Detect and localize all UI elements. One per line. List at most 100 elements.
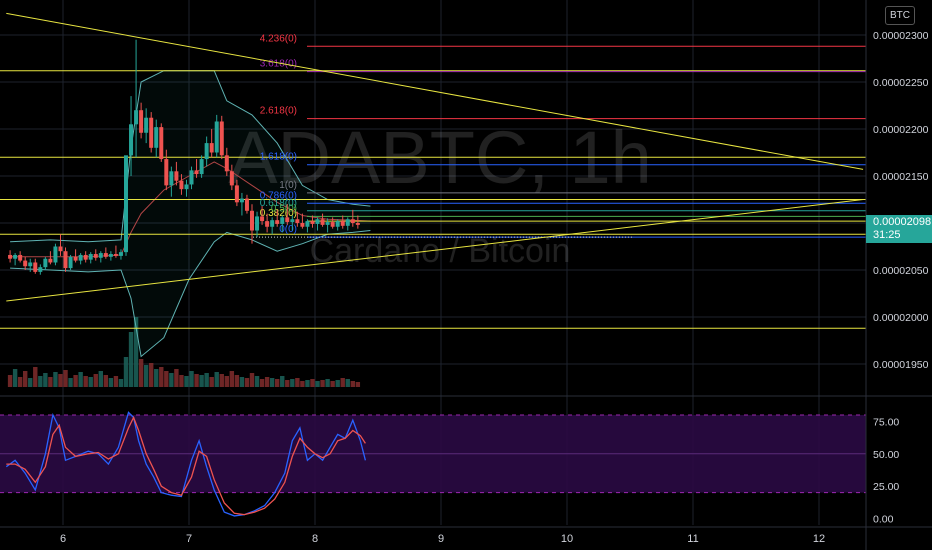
volume-bar xyxy=(58,374,63,387)
volume-bar xyxy=(350,381,355,387)
price-tick-label-2: 0.00002200 xyxy=(873,124,929,136)
candle-body xyxy=(28,262,33,267)
volume-bar xyxy=(214,372,219,387)
volume-bar xyxy=(174,369,179,387)
currency-badge[interactable]: BTC xyxy=(885,6,915,25)
candle-body xyxy=(229,171,234,186)
candle-body xyxy=(290,219,295,223)
time-tick-label-10: 10 xyxy=(561,533,573,545)
volume-bar xyxy=(335,380,340,387)
candle-body xyxy=(174,171,179,181)
volume-bar xyxy=(78,372,83,387)
volume-bar xyxy=(83,376,88,387)
volume-bar xyxy=(244,378,250,387)
fib-level-label-1: 3.618(0) xyxy=(260,59,297,70)
candle-body xyxy=(78,254,83,261)
volume-bar xyxy=(330,381,335,387)
candle-body xyxy=(275,220,280,224)
candle-body xyxy=(103,253,108,257)
fib-level-label-9: 0(0) xyxy=(279,224,297,235)
volume-bar xyxy=(138,359,144,387)
volume-bar xyxy=(209,377,214,387)
candle-body xyxy=(184,184,189,190)
time-tick-label-7: 7 xyxy=(186,533,192,545)
fib-level-label-3: 1.618(0) xyxy=(260,152,297,163)
candle-body xyxy=(38,267,43,272)
price-tick-label-6: 0.00002000 xyxy=(873,312,929,324)
candle-body xyxy=(18,254,23,261)
volume-bar xyxy=(7,375,13,387)
candle-body xyxy=(149,117,154,148)
volume-bar xyxy=(38,376,43,387)
candle-body xyxy=(139,110,144,133)
volume-bar xyxy=(53,372,58,387)
candle-body xyxy=(118,252,123,256)
candle-body xyxy=(219,121,224,156)
trend-lines[interactable] xyxy=(6,12,864,302)
candle-body xyxy=(260,216,265,222)
volume-bar xyxy=(133,317,139,387)
rsi-pane[interactable] xyxy=(0,395,932,494)
candle-body xyxy=(280,217,285,224)
volume-bar xyxy=(118,379,124,387)
candle-body xyxy=(13,254,18,259)
volume-bar xyxy=(345,379,350,387)
time-tick-label-9: 9 xyxy=(438,533,444,545)
candle-body xyxy=(315,219,320,224)
candle-body xyxy=(320,219,325,225)
candle-body xyxy=(164,159,169,186)
candle-body xyxy=(68,256,73,269)
candle-body xyxy=(350,219,355,223)
fib-level-label-0: 4.236(0) xyxy=(260,33,297,44)
fib-level-label-5: 0.786(0) xyxy=(260,190,297,201)
watermark-name: Cardano / Bitcoin xyxy=(310,232,571,270)
horizontal-levels[interactable] xyxy=(0,70,866,329)
volume-bar xyxy=(169,373,174,387)
volume-bar xyxy=(325,379,330,387)
fibonacci-levels[interactable]: 4.236(0) 3.618(0) 2.618(0) 1.618(0) 1(0)0.78… xyxy=(253,33,866,238)
candle-body xyxy=(23,260,28,267)
volume-bar xyxy=(275,379,280,387)
candle-body xyxy=(159,127,164,160)
candle-body xyxy=(108,254,113,257)
time-tick-label-12: 12 xyxy=(813,533,825,545)
candle-body xyxy=(98,253,103,258)
volume-bar xyxy=(98,371,103,387)
volume-bar xyxy=(128,332,134,387)
volume-bar xyxy=(123,357,129,387)
rsi-tick-label-1: 50.00 xyxy=(873,449,899,461)
candle-body xyxy=(345,219,350,226)
candle-body xyxy=(93,254,98,258)
fib-level-label-6: 0.618(0) xyxy=(260,198,297,209)
candlesticks xyxy=(8,39,360,275)
volume-bar xyxy=(315,381,320,387)
candle-body xyxy=(154,127,159,148)
bollinger-lower xyxy=(10,230,371,358)
candle-body xyxy=(169,171,174,186)
candle-body xyxy=(48,258,53,263)
candle-body xyxy=(325,222,330,225)
volume-bar xyxy=(189,371,194,387)
volume-bar xyxy=(239,377,245,387)
volume-bar xyxy=(88,377,93,387)
candle-body xyxy=(335,221,340,227)
volume-bar xyxy=(269,378,275,387)
volume-bar xyxy=(17,377,23,387)
volume-bar xyxy=(103,375,109,387)
candle-body xyxy=(134,110,139,125)
volume-bar xyxy=(229,371,235,387)
volume-bar xyxy=(234,375,240,387)
candle-body xyxy=(209,143,214,153)
fib-level-label-8: 0.5(0) xyxy=(271,203,297,214)
time-axis[interactable]: 6 7 8 9 10 11 12 xyxy=(0,526,932,545)
volume-bar xyxy=(254,376,260,387)
candle-body xyxy=(204,143,209,160)
trend-line-1 xyxy=(6,199,864,302)
volume-bar xyxy=(113,376,119,387)
grid-lines xyxy=(0,0,866,525)
candle-body xyxy=(43,258,48,268)
candle-body xyxy=(63,251,68,269)
candle-body xyxy=(124,155,128,253)
time-tick-label-6: 6 xyxy=(60,533,66,545)
